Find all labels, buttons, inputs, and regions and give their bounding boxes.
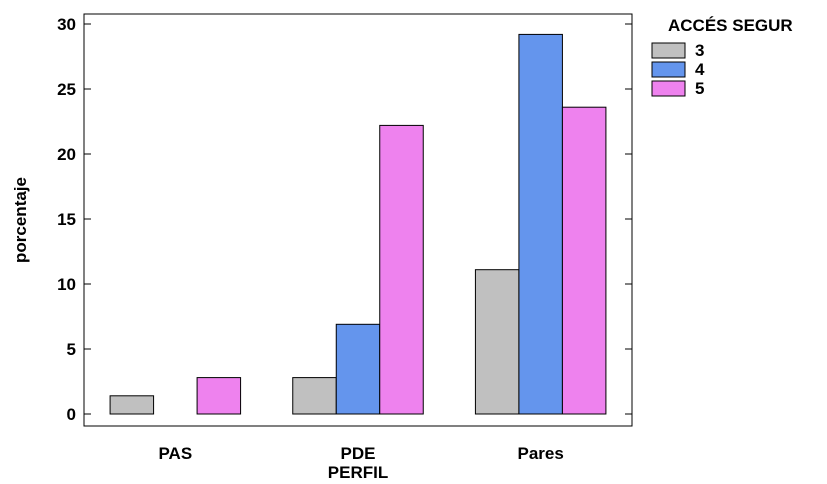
legend-label: 4 xyxy=(695,60,705,79)
legend: 345 xyxy=(651,41,705,98)
bar-pares-series-5 xyxy=(561,106,607,415)
bar-pde-series-4 xyxy=(335,323,381,415)
legend-swatch xyxy=(651,61,686,78)
legend-swatch xyxy=(651,80,686,97)
bar-pas-series-5 xyxy=(196,377,242,415)
y-axis-ticks xyxy=(84,23,632,415)
y-axis-label: porcentaje xyxy=(11,177,30,263)
legend-swatch xyxy=(651,42,686,59)
x-tick-label: PDE xyxy=(341,444,376,463)
bar-pde-series-3 xyxy=(292,377,337,415)
y-tick-label: 0 xyxy=(67,405,76,424)
legend-title: ACCÉS SEGUR xyxy=(668,16,793,35)
legend-label: 3 xyxy=(695,41,704,60)
x-axis-tick-labels: PAS PDE Pares xyxy=(158,444,563,463)
y-tick-label: 5 xyxy=(67,340,76,359)
plot-frame xyxy=(83,13,633,427)
y-tick-label: 20 xyxy=(57,145,76,164)
y-tick-label: 30 xyxy=(57,15,76,34)
y-tick-label: 10 xyxy=(57,275,76,294)
legend-label: 5 xyxy=(695,79,704,98)
x-tick-label: PAS xyxy=(158,444,192,463)
x-tick-label: Pares xyxy=(518,444,564,463)
y-axis-tick-labels: 0 5 10 15 20 25 30 xyxy=(57,15,76,424)
y-tick-label: 15 xyxy=(57,210,76,229)
bar-pares-series-3 xyxy=(474,269,520,415)
bar-pde-series-5 xyxy=(379,124,424,415)
x-axis-label: PERFIL xyxy=(328,463,388,482)
bar-pas-series-3 xyxy=(109,395,155,415)
y-tick-label: 25 xyxy=(57,80,76,99)
bars xyxy=(109,33,607,415)
bar-pares-series-4 xyxy=(518,33,563,415)
